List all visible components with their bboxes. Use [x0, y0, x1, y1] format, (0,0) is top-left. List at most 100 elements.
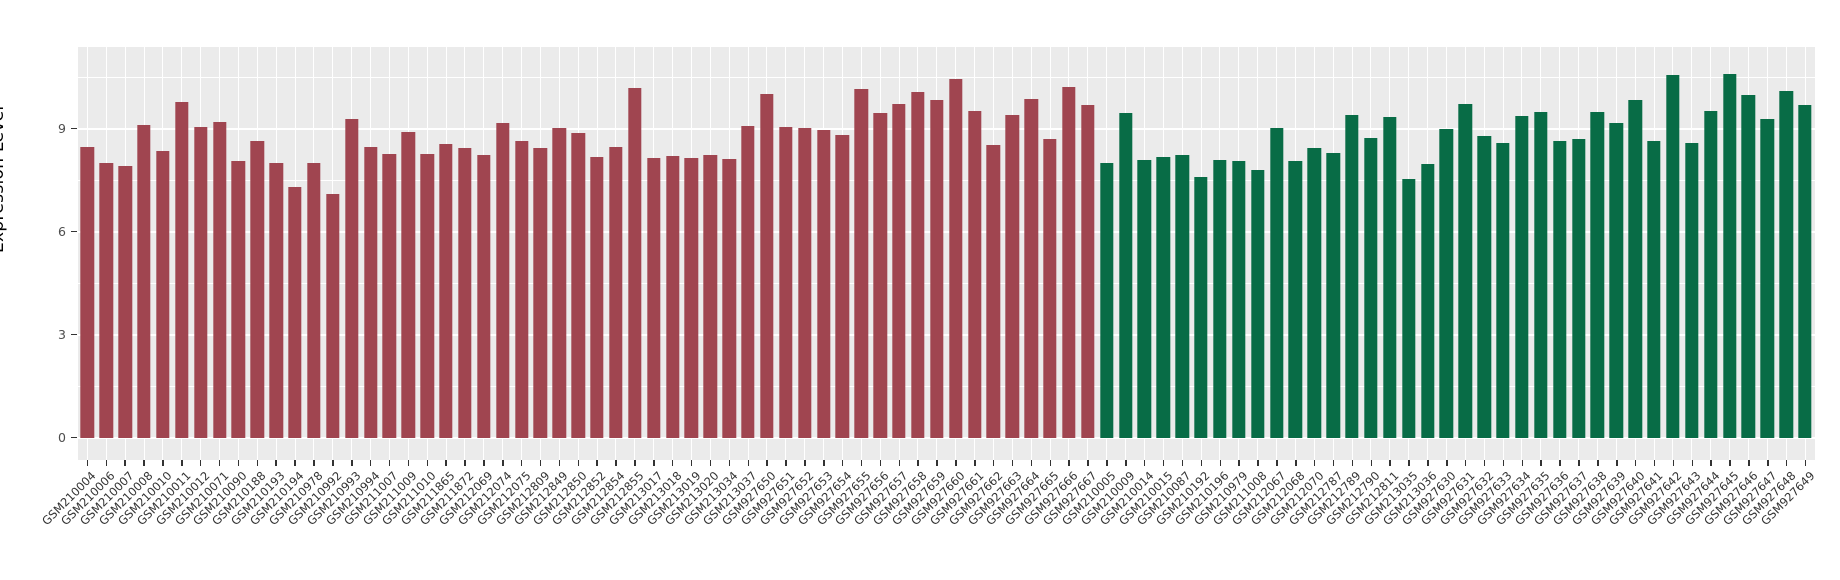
bar-GSM927655 — [854, 89, 869, 438]
x-tick-mark — [728, 460, 731, 466]
bar-slot — [380, 47, 399, 460]
gridline-major — [78, 127, 1815, 130]
x-tick-mark — [294, 460, 296, 466]
bar-slot — [814, 47, 833, 460]
x-tick-mark — [1483, 460, 1486, 466]
x-tick-mark — [690, 460, 693, 466]
bar-slot — [1286, 47, 1305, 460]
bar-GSM927636 — [1552, 140, 1567, 438]
bar-slot — [116, 47, 135, 460]
bar-GSM927657 — [892, 103, 906, 438]
bar-GSM927660 — [948, 79, 963, 438]
bar-slot — [1022, 47, 1041, 460]
x-tick-mark — [1616, 460, 1618, 466]
bar-slot — [154, 47, 173, 460]
bar-GSM210015 — [1156, 156, 1171, 438]
bar-GSM211010 — [420, 153, 434, 438]
bar-GSM210007 — [118, 165, 132, 438]
x-tick-mark — [992, 460, 995, 466]
bar-slot — [1154, 47, 1173, 460]
bar-GSM212790 — [1364, 138, 1378, 438]
bar-GSM212069 — [477, 154, 491, 438]
bar-slot — [1664, 47, 1683, 460]
bar-slot — [78, 47, 97, 460]
bar-slot — [399, 47, 418, 460]
bar-slot — [644, 47, 663, 460]
bar-GSM213036 — [1420, 164, 1435, 438]
x-tick-mark — [275, 460, 277, 466]
bar-slot — [1645, 47, 1664, 460]
bar-slot — [682, 47, 701, 460]
x-tick-mark — [860, 460, 863, 466]
x-tick-mark — [162, 460, 164, 466]
bar-GSM927639 — [1609, 123, 1624, 438]
bar-GSM927644 — [1703, 111, 1718, 438]
bar-slot — [1437, 47, 1456, 460]
x-tick-mark — [898, 460, 901, 466]
bar-slot — [1173, 47, 1192, 460]
bar-GSM927633 — [1496, 143, 1510, 438]
bar-GSM927666 — [1062, 86, 1076, 438]
x-tick-mark — [841, 460, 844, 466]
bar-GSM212068 — [1288, 161, 1303, 438]
bar-slot — [1116, 47, 1135, 460]
x-tick-mark — [917, 460, 919, 466]
bar-slot — [1626, 47, 1645, 460]
x-tick-mark — [1295, 460, 1297, 466]
y-tick-label: 3 — [58, 326, 66, 342]
bar-slot — [286, 47, 305, 460]
x-tick-mark — [804, 460, 806, 466]
bar-slot — [909, 47, 928, 460]
bar-GSM210188 — [250, 140, 265, 438]
bar-GSM210979 — [1232, 161, 1246, 438]
bar-GSM210087 — [1175, 154, 1189, 438]
bar-GSM927647 — [1760, 118, 1775, 438]
bar-GSM927659 — [930, 99, 944, 438]
x-tick-mark — [407, 460, 410, 466]
bar-GSM212075 — [514, 140, 529, 438]
bar-GSM210196 — [1213, 160, 1227, 438]
gridline-minor — [78, 385, 1815, 387]
x-tick-mark — [1446, 460, 1448, 466]
bar-GSM927656 — [873, 113, 887, 438]
bar-slot — [191, 47, 210, 460]
bar-slot — [305, 47, 324, 460]
bar-slot — [1682, 47, 1701, 460]
bar-slot — [512, 47, 531, 460]
gridline-minor — [78, 76, 1815, 78]
x-tick-mark — [1030, 460, 1033, 466]
bar-GSM212855 — [628, 88, 642, 438]
x-tick-mark — [974, 460, 976, 466]
bar-slot — [550, 47, 569, 460]
bar-slot — [1456, 47, 1475, 460]
bar-GSM210011 — [175, 102, 189, 438]
y-tick-label: 9 — [58, 120, 66, 136]
bar-GSM213019 — [684, 157, 699, 438]
x-tick-mark — [1672, 460, 1675, 466]
bar-GSM212850 — [571, 133, 585, 438]
bar-GSM927638 — [1590, 112, 1605, 438]
x-tick-mark — [1181, 460, 1184, 466]
bar-GSM210992 — [326, 194, 340, 438]
x-tick-mark — [445, 460, 447, 466]
x-tick-mark — [615, 460, 617, 466]
bar-slot — [776, 47, 795, 460]
x-tick-mark — [936, 460, 938, 466]
bar-GSM212067 — [1269, 127, 1284, 438]
bar-GSM211872 — [458, 147, 472, 438]
bar-slot — [1569, 47, 1588, 460]
x-tick-mark — [105, 460, 108, 466]
bar-slot — [135, 47, 154, 460]
bar-GSM212809 — [533, 147, 548, 438]
x-tick-mark — [199, 460, 202, 466]
x-tick-mark — [351, 460, 353, 466]
bar-slot — [1192, 47, 1211, 460]
x-tick-mark — [1389, 460, 1391, 466]
x-tick-mark — [483, 460, 485, 466]
x-tick-mark — [879, 460, 882, 466]
bar-GSM212852 — [590, 157, 604, 438]
bar-slot — [1362, 47, 1381, 460]
x-tick-mark — [823, 460, 825, 466]
bar-GSM212074 — [495, 123, 510, 438]
bar-GSM213034 — [722, 159, 736, 438]
